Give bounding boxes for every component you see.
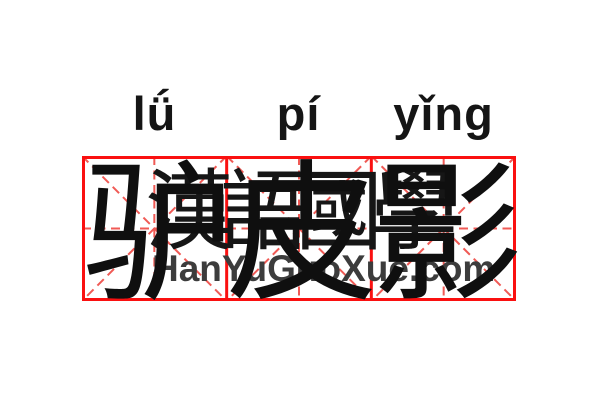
pinyin-syllable-1: lǘ: [132, 87, 177, 140]
watermark-site-text: HanYuGuoXue.com: [152, 248, 496, 289]
hanzi-character-2: 皮: [226, 146, 378, 323]
pinyin-syllable-2: pí: [276, 87, 321, 140]
watermark-cjk-character-2: 語: [219, 160, 308, 263]
tianzige-grid: [82, 156, 516, 301]
pinyin-syllable-3: yǐng: [393, 87, 494, 140]
watermark-cjk-character-4: 學: [369, 160, 458, 263]
grid-cell-guides-2: [225, 156, 373, 301]
hanzi-character-1: 驴: [82, 146, 234, 323]
grid-cell-guides-3: [370, 156, 516, 301]
watermark-cjk-character-1: 漢: [144, 160, 233, 263]
watermark-cjk-character-3: 國: [294, 160, 383, 263]
hanzi-character-3: 影: [371, 146, 523, 323]
grid-cell-guides-1: [82, 156, 228, 301]
grid-outer-border: [82, 156, 516, 301]
